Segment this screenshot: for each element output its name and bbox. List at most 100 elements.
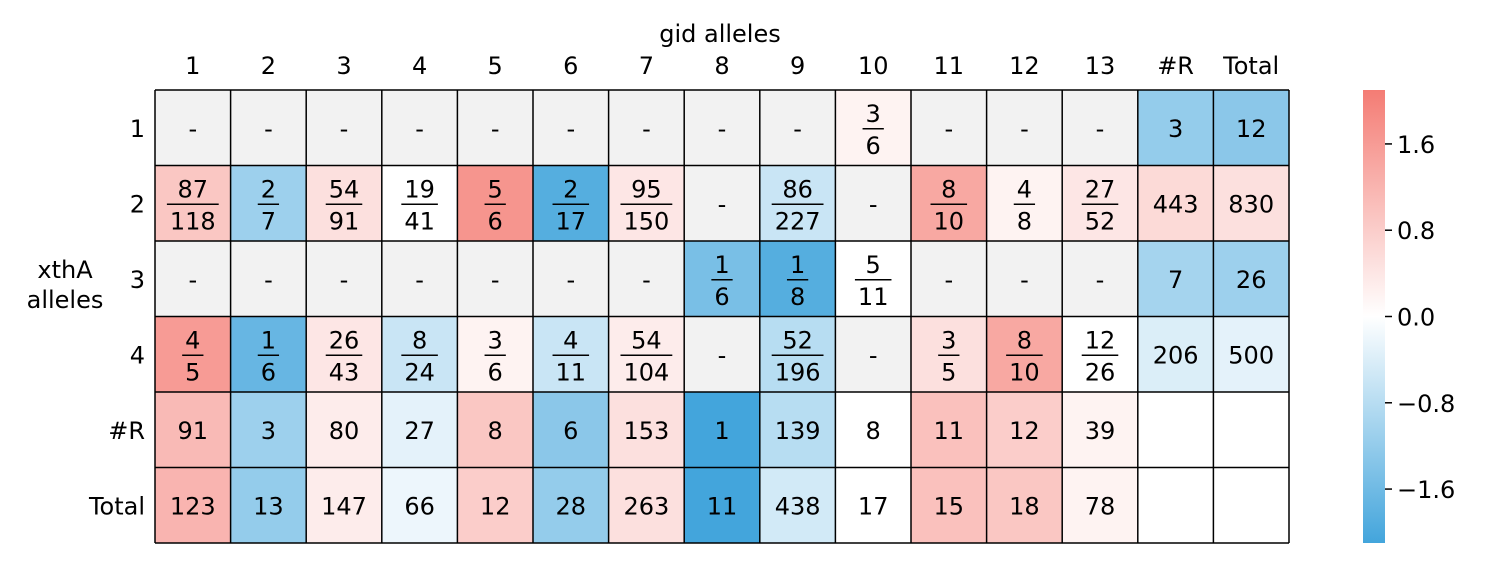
heatmap-cell: 217 <box>533 165 609 241</box>
fraction-numerator: 4 <box>1017 175 1032 203</box>
cell-fill <box>1062 165 1138 241</box>
cell-fill <box>457 392 533 468</box>
heatmap-cell: 78 <box>1062 467 1138 543</box>
heatmap-cell: - <box>155 241 231 317</box>
cell-label: 80 <box>329 417 360 445</box>
cell-label: 8 <box>866 417 881 445</box>
cell-label: 66 <box>404 492 435 520</box>
cell-label: 78 <box>1085 492 1116 520</box>
cell-fill <box>1213 90 1289 166</box>
colorbar-ticks: 1.6 0.8 0.0 −0.8 −1.6 <box>1385 131 1455 504</box>
grid-lines <box>154 89 1290 544</box>
fraction-denominator: 6 <box>714 283 729 311</box>
fraction-denominator: 6 <box>488 207 503 235</box>
heatmap-cell: 153 <box>608 392 685 468</box>
fraction-numerator: 19 <box>404 175 435 203</box>
row-label: 2 <box>130 190 145 218</box>
cell-fill <box>306 392 382 468</box>
heatmap-cell: 36 <box>457 316 533 392</box>
heatmap-cell: 18 <box>759 241 836 317</box>
fraction-numerator: 27 <box>1085 175 1116 203</box>
heatmap-cell: 16 <box>684 241 760 317</box>
cell-fill <box>381 316 458 392</box>
cell-fill <box>986 392 1063 468</box>
cell-label: 1 <box>714 417 729 445</box>
heatmap-cell: 3 <box>230 392 307 468</box>
heatmap-cell: 15 <box>911 467 987 543</box>
heatmap-cell: - <box>1062 241 1138 317</box>
column-label: 13 <box>1085 52 1116 80</box>
cell-label: 263 <box>623 492 669 520</box>
cell-label: - <box>415 266 424 294</box>
heatmap-cell: - <box>306 90 382 166</box>
cell-label: - <box>264 266 273 294</box>
cell-label: 438 <box>775 492 821 520</box>
fraction-denominator: 91 <box>329 207 360 235</box>
cell-fill <box>1062 90 1138 166</box>
fraction-numerator: 2 <box>563 175 578 203</box>
cell-fill <box>986 241 1063 317</box>
heatmap-cell: 91 <box>155 392 231 468</box>
cell-fill <box>457 90 533 166</box>
heatmap-cell: 8 <box>835 392 911 468</box>
heatmap-cell: - <box>306 241 382 317</box>
fraction-denominator: 8 <box>1017 207 1032 235</box>
cell-fill <box>608 316 685 392</box>
fraction-denominator: 5 <box>941 358 956 386</box>
fraction-denominator: 6 <box>866 132 881 160</box>
heatmap-cell <box>1137 392 1214 468</box>
heatmap-cell: - <box>608 90 685 166</box>
column-label: 8 <box>714 52 729 80</box>
cell-label: - <box>869 341 878 369</box>
heatmap-cell: - <box>533 90 609 166</box>
cell-fill <box>835 241 911 317</box>
cell-fill <box>1213 316 1289 392</box>
fraction-numerator: 1 <box>714 251 729 279</box>
cell-fill <box>533 241 609 317</box>
fraction-denominator: 10 <box>1009 358 1040 386</box>
heatmap-cell: 1 <box>684 392 760 468</box>
cell-label: 500 <box>1228 341 1274 369</box>
cell-fill <box>759 90 836 166</box>
cell-fill <box>1213 392 1289 468</box>
heatmap-cell: 27 <box>230 165 307 241</box>
cell-fill <box>759 467 836 543</box>
column-label: 10 <box>858 52 889 80</box>
cell-fill <box>533 467 609 543</box>
fraction-numerator: 4 <box>185 326 200 354</box>
cell-fill <box>684 165 760 241</box>
fraction-numerator: 3 <box>941 326 956 354</box>
heatmap-cell: - <box>911 90 987 166</box>
fraction-numerator: 8 <box>941 175 956 203</box>
cell-fill <box>759 241 836 317</box>
heatmap-cell: 3 <box>1137 90 1214 166</box>
cell-fill <box>911 241 987 317</box>
cell-fill <box>759 316 836 392</box>
cell-fill <box>684 467 760 543</box>
fraction-denominator: 5 <box>185 358 200 386</box>
cell-label: 12 <box>1236 115 1267 143</box>
fraction-denominator: 10 <box>934 207 965 235</box>
heatmap-cell: 26 <box>1213 241 1289 317</box>
cell-fill <box>608 392 685 468</box>
cell-label: 147 <box>321 492 367 520</box>
column-labels: 1 2 3 4 5 6 7 8 9 10 11 12 13 #R Total <box>185 52 1279 80</box>
cell-label: - <box>188 115 197 143</box>
cell-label: 153 <box>623 417 669 445</box>
fraction-denominator: 104 <box>623 358 669 386</box>
heatmap-cell: - <box>155 90 231 166</box>
cell-label: 91 <box>178 417 209 445</box>
fraction-numerator: 95 <box>631 175 662 203</box>
heatmap-cell: 6 <box>533 392 609 468</box>
column-label: 4 <box>412 52 427 80</box>
column-label: Total <box>1222 52 1279 80</box>
colorbar-tick-label: −1.6 <box>1397 476 1455 504</box>
fraction-denominator: 7 <box>261 207 276 235</box>
cell-fill <box>230 90 307 166</box>
row-label: #R <box>108 417 145 445</box>
heatmap-cell: 27 <box>381 392 458 468</box>
fraction-denominator: 118 <box>170 207 216 235</box>
heatmap-cell: 147 <box>306 467 382 543</box>
